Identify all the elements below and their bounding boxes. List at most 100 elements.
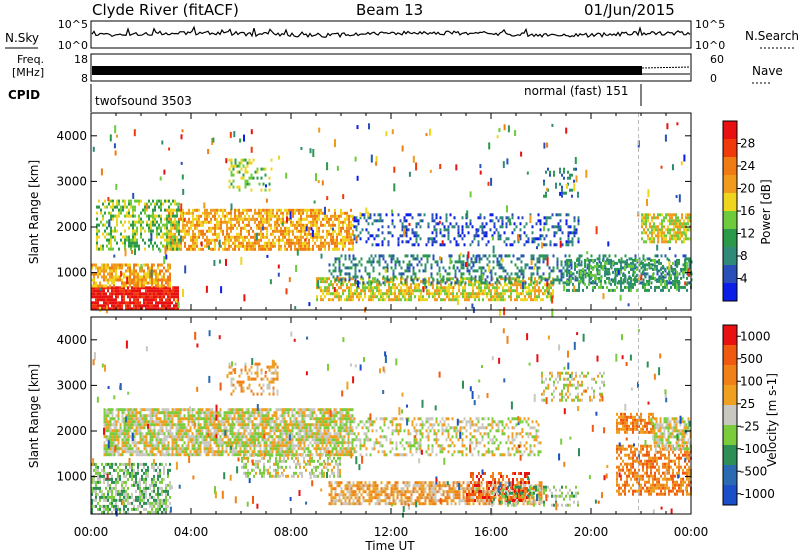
scatter-cell [135,475,137,478]
y-tick-label: 1000 [56,266,87,280]
scatter-cell [334,212,336,215]
scatter-cell [512,243,514,246]
scatter-cell [272,239,274,242]
scatter-cell [118,200,120,203]
scatter-cell [258,221,260,224]
scatter-cell [338,286,340,289]
scatter-cell [449,272,451,275]
scatter-cell [220,286,222,293]
scatter-cell [446,228,448,231]
scatter-cell [248,209,250,212]
scatter-cell [119,475,121,478]
scatter-cell [118,450,120,453]
scatter-cell [113,279,115,282]
scatter-cell [492,286,494,289]
scatter-cell [666,283,668,286]
scatter-cell [550,243,552,246]
scatter-cell [673,225,675,228]
scatter-cell [600,262,602,265]
scatter-cell [184,212,186,215]
scatter-cell [123,292,125,295]
scatter-cell [332,286,334,289]
scatter-cell [270,233,272,236]
scatter-cell [95,285,97,288]
scatter-cell [408,298,410,301]
scatter-cell [340,212,342,215]
scatter-cell [308,221,310,224]
scatter-cell [246,230,248,233]
scatter-cell [268,221,270,224]
scatter-cell [231,159,233,162]
scatter-cell [651,281,653,284]
scatter-cell [439,281,441,284]
scatter-cell [109,285,111,288]
scatter-cell [667,213,669,216]
scatter-cell [127,286,129,289]
scatter-cell [151,502,153,505]
scatter-cell [166,239,168,242]
scatter-cell [370,298,372,301]
scatter-cell [144,206,146,209]
scatter-cell [143,463,145,466]
scatter-cell [272,230,274,233]
scatter-cell [125,248,127,256]
scatter-cell [182,236,184,239]
scatter-cell [138,221,140,224]
scatter-cell [141,285,143,288]
scatter-cell [150,227,152,230]
scatter-cell [332,292,334,295]
scatter-cell [97,267,99,270]
scatter-cell [306,226,308,231]
scatter-cell [147,298,149,301]
scatter-cell [344,239,346,242]
scatter-cell [669,228,671,231]
scatter-cell [378,292,380,295]
scatter-cell [464,292,466,295]
scatter-cell [174,221,176,224]
scatter-cell [350,209,352,212]
scatter-cell [210,212,212,215]
scatter-cell [372,295,374,298]
scatter-cell [549,171,551,174]
scatter-cell [286,230,288,233]
scatter-cell [391,266,393,269]
scatter-cell [656,245,658,251]
scatter-cell [324,239,326,242]
scatter-cell [514,298,516,301]
scatter-cell [471,266,473,269]
scatter-cell [115,276,117,279]
scatter-cell [265,184,267,187]
scatter-cell [568,265,570,268]
scatter-cell [409,172,411,177]
scatter-cell [114,420,116,423]
scatter-cell [99,282,101,285]
scatter-cell [310,215,312,218]
scatter-cell [373,266,375,269]
scatter-cell [93,481,95,484]
scatter-cell [655,225,657,228]
scatter-cell [148,218,150,221]
scatter-cell [590,274,592,277]
scatter-cell [268,215,270,218]
scatter-cell [507,254,509,257]
scatter-cell [528,237,530,240]
scatter-cell [138,248,140,251]
scatter-cell [324,224,326,227]
scatter-cell [541,275,543,278]
scatter-cell [132,245,134,248]
scatter-cell [450,298,452,301]
scatter-cell [178,230,180,233]
scatter-cell [288,236,290,239]
scatter-cell [184,245,186,248]
scatter-cell [645,213,647,216]
scatter-cell [505,254,507,257]
scatter-cell [254,209,256,212]
scatter-cell [388,286,390,289]
scatter-cell [580,271,582,274]
scatter-cell [242,245,244,248]
scatter-cell [405,254,407,257]
scatter-cell [320,224,322,227]
scatter-cell [188,227,190,230]
scatter-cell [377,260,379,263]
scatter-cell [428,289,430,292]
